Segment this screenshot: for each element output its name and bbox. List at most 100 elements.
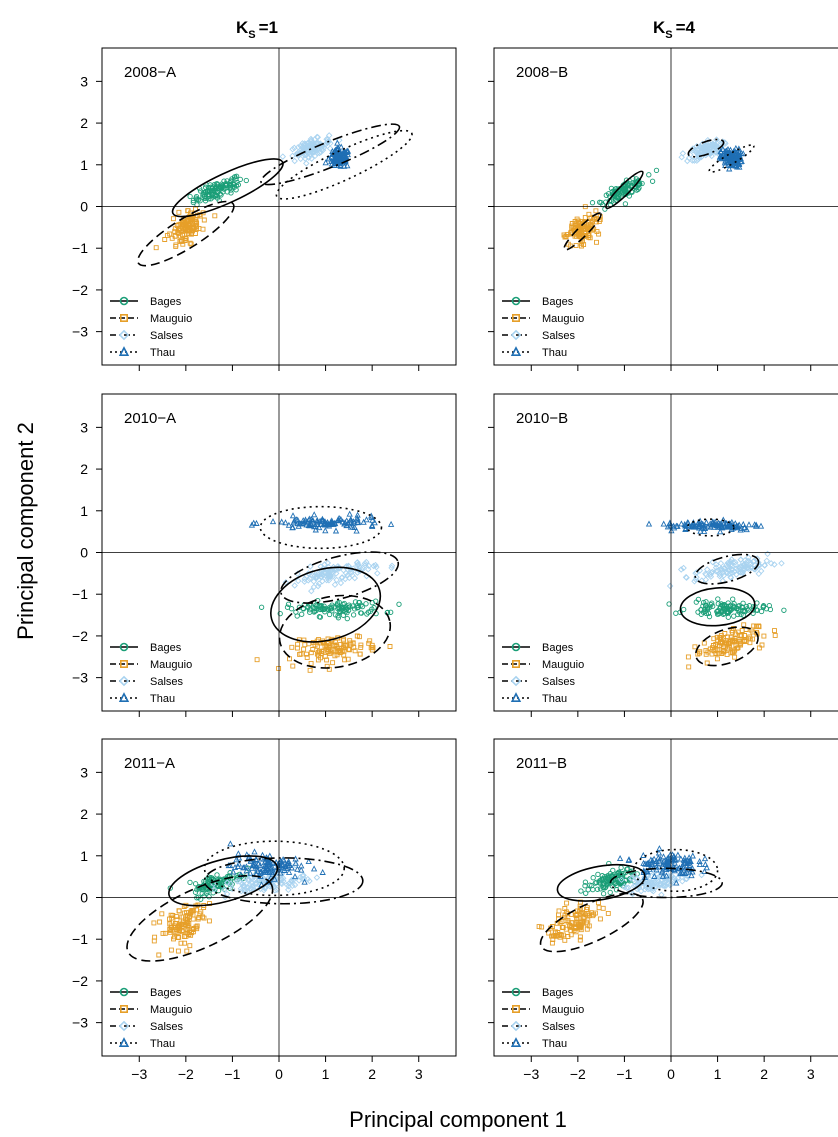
panel-title: 2010−B bbox=[516, 410, 568, 427]
data-point bbox=[610, 867, 616, 874]
data-point bbox=[325, 649, 331, 654]
data-point bbox=[208, 878, 214, 884]
data-point bbox=[346, 510, 353, 517]
legend-label: Bages bbox=[150, 987, 182, 999]
data-point bbox=[736, 521, 743, 528]
data-point bbox=[269, 866, 276, 873]
data-point bbox=[629, 890, 637, 898]
legend-item-mauguio: Mauguio bbox=[502, 313, 584, 325]
data-point bbox=[585, 911, 591, 917]
data-point bbox=[724, 651, 730, 657]
y-tick-label: 2 bbox=[80, 461, 88, 477]
data-point bbox=[344, 162, 351, 169]
data-point bbox=[767, 560, 775, 567]
data-point bbox=[179, 914, 185, 920]
data-point bbox=[741, 557, 749, 564]
legend-item-salses: Salses bbox=[110, 1020, 184, 1033]
data-point bbox=[202, 195, 208, 202]
data-point bbox=[369, 606, 375, 612]
panel-title: 2010−A bbox=[124, 410, 176, 427]
data-point bbox=[285, 868, 293, 875]
data-point bbox=[233, 183, 240, 189]
data-point bbox=[234, 878, 241, 885]
data-point bbox=[660, 520, 667, 527]
data-point bbox=[715, 607, 721, 614]
data-point bbox=[370, 562, 377, 570]
data-point bbox=[733, 565, 740, 572]
data-point bbox=[600, 905, 606, 911]
legend-item-mauguio: Mauguio bbox=[110, 313, 192, 325]
data-point bbox=[180, 918, 186, 924]
data-point bbox=[732, 639, 738, 645]
data-point bbox=[755, 570, 763, 578]
data-point bbox=[565, 241, 571, 247]
data-point bbox=[567, 923, 573, 929]
data-point bbox=[666, 582, 674, 590]
ellipse-thau bbox=[632, 848, 719, 893]
data-point bbox=[730, 596, 736, 602]
data-point bbox=[298, 866, 305, 873]
series-thau bbox=[716, 144, 747, 172]
data-point bbox=[714, 520, 721, 527]
ellipse-bages bbox=[171, 158, 284, 218]
ellipse-salses bbox=[609, 867, 724, 899]
data-point bbox=[706, 613, 713, 620]
series-mauguio bbox=[153, 206, 218, 251]
data-point bbox=[539, 924, 545, 930]
data-point bbox=[313, 520, 321, 527]
data-point bbox=[661, 879, 669, 886]
data-point bbox=[324, 559, 332, 567]
data-point bbox=[233, 176, 239, 182]
data-point bbox=[706, 146, 714, 154]
column-title-right-k: KS =4 bbox=[653, 18, 696, 41]
data-point bbox=[228, 178, 234, 185]
data-point bbox=[277, 610, 283, 617]
data-point bbox=[172, 233, 178, 239]
data-point bbox=[310, 865, 318, 872]
data-point bbox=[292, 151, 300, 158]
data-point bbox=[328, 153, 335, 160]
data-point bbox=[251, 848, 258, 855]
data-point bbox=[353, 559, 361, 567]
data-point bbox=[345, 607, 352, 614]
data-point bbox=[726, 165, 733, 172]
data-point bbox=[298, 651, 304, 657]
data-point bbox=[741, 524, 748, 531]
data-point bbox=[648, 886, 656, 894]
data-point bbox=[594, 239, 599, 245]
data-point bbox=[338, 604, 344, 611]
data-point bbox=[696, 858, 703, 865]
data-point bbox=[596, 900, 601, 906]
column-title-right-subscript: S bbox=[665, 29, 672, 41]
y-tick-label: 0 bbox=[80, 545, 88, 561]
data-point bbox=[738, 611, 744, 618]
data-point bbox=[689, 157, 696, 164]
data-point bbox=[712, 567, 720, 575]
data-point bbox=[308, 155, 315, 162]
legend-label: Salses bbox=[542, 676, 576, 688]
data-point bbox=[536, 924, 542, 930]
data-point bbox=[625, 866, 631, 872]
legend: Bages Mauguio Salses Thau bbox=[110, 987, 192, 1050]
data-point bbox=[341, 648, 347, 654]
data-point bbox=[178, 222, 184, 228]
data-point bbox=[690, 519, 697, 526]
data-point bbox=[714, 656, 720, 662]
y-tick-label: 2 bbox=[80, 806, 88, 822]
data-point bbox=[179, 928, 185, 933]
data-point bbox=[729, 628, 735, 634]
data-point bbox=[717, 148, 724, 155]
data-point bbox=[310, 578, 318, 585]
data-point bbox=[723, 638, 729, 644]
data-point bbox=[190, 927, 196, 932]
data-point bbox=[626, 193, 632, 199]
data-point bbox=[573, 913, 579, 919]
data-point bbox=[157, 919, 163, 925]
data-point bbox=[167, 921, 173, 927]
data-point bbox=[200, 226, 206, 232]
panel-2010-a: 2010−A −3 −2 −1 0 1 2 3 Bages Mauguio Salses Thau bbox=[72, 393, 457, 717]
data-point bbox=[720, 649, 726, 655]
data-point bbox=[725, 566, 732, 574]
data-point bbox=[304, 654, 310, 660]
data-point bbox=[328, 567, 335, 575]
